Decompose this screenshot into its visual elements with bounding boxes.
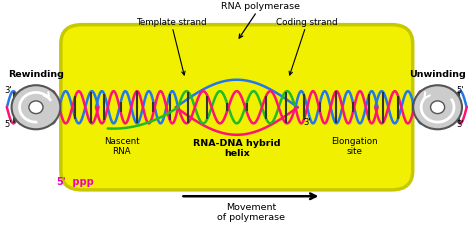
Text: 5': 5' [5,120,12,129]
Text: Nascent
RNA: Nascent RNA [104,137,140,156]
FancyBboxPatch shape [61,25,413,190]
Text: Template strand: Template strand [136,18,206,75]
Text: RNA-DNA hybrid
helix: RNA-DNA hybrid helix [193,139,281,158]
Text: 3': 3' [303,118,311,127]
Text: 5': 5' [457,86,465,95]
Circle shape [413,85,462,129]
Circle shape [29,101,43,114]
Text: Unwinding: Unwinding [409,70,466,79]
Text: 3': 3' [5,86,12,95]
Text: ppp: ppp [69,177,93,187]
Text: Movement
of polymerase: Movement of polymerase [217,202,285,222]
Circle shape [11,85,60,129]
Text: Elongation
site: Elongation site [331,137,377,156]
Text: 5': 5' [56,177,65,187]
Text: 3': 3' [457,120,465,129]
Text: RNA polymerase: RNA polymerase [221,2,300,38]
Text: Coding strand: Coding strand [276,18,338,75]
Text: Rewinding: Rewinding [8,70,64,79]
Circle shape [430,101,445,114]
